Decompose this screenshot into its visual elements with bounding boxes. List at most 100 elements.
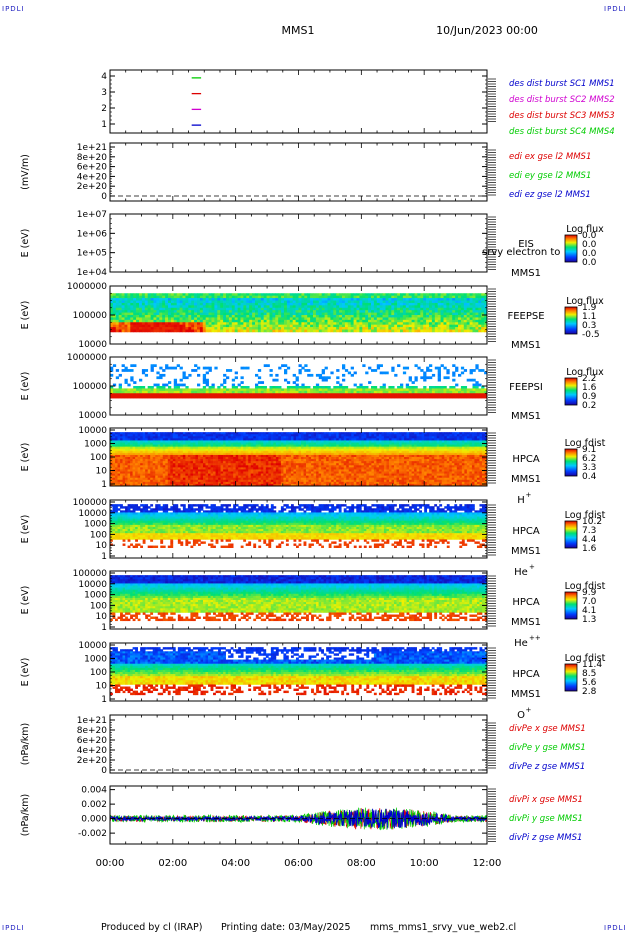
hpca_h-cell: [162, 452, 166, 456]
feepse-cell: [144, 327, 149, 330]
hpca_h-cell: [228, 461, 231, 464]
feepse-cell: [243, 298, 247, 301]
feepse-cell: [237, 322, 241, 326]
feepse-cell: [284, 295, 288, 299]
hpca_h-cell: [240, 479, 244, 483]
hpca_h-cell: [150, 477, 154, 481]
feepse-cell: [484, 302, 488, 306]
feepse-cell: [194, 327, 198, 330]
feepsi-cell: [365, 393, 369, 397]
feepsi-cell: [385, 395, 389, 399]
feepse-cell: [269, 312, 273, 316]
hpca_h-cell: [152, 477, 156, 481]
feepse-cell: [466, 300, 470, 304]
hpca_h-cell: [228, 454, 231, 458]
hpca_h-cell: [190, 432, 194, 435]
hpca_h-cell: [165, 467, 169, 470]
feepse-y-axis-label: E (eV): [20, 301, 31, 330]
feepse-cell: [255, 298, 259, 301]
feepse-cell: [153, 295, 157, 299]
feepsi-cell: [327, 395, 331, 399]
feepse-cell: [266, 302, 270, 306]
feepsi-cell: [252, 390, 256, 394]
feepse-cell: [228, 293, 233, 297]
feepse-cell: [176, 307, 180, 311]
feepsi-cell: [130, 378, 134, 382]
feepsi-cell: [208, 395, 212, 399]
hpca_h-cell: [195, 465, 199, 468]
feepse-cell: [368, 298, 372, 301]
feepsi-cell: [400, 395, 404, 399]
hpca_h-cell: [228, 471, 231, 474]
hpca_h-cell: [238, 432, 242, 435]
feepse-cell: [173, 293, 178, 297]
hpca_h-cell: [117, 434, 121, 437]
feepse-cell: [379, 305, 383, 309]
feepse-cell: [350, 305, 354, 309]
feepse-cell: [327, 324, 331, 328]
feepse-cell: [408, 315, 412, 318]
feepsi-cell: [115, 390, 120, 394]
feepsi-cell: [182, 393, 186, 397]
hpca_h-cell: [167, 442, 171, 445]
feepse-cell: [110, 317, 114, 321]
hpca_h-cell: [110, 465, 113, 468]
feepsi-cell: [347, 395, 352, 399]
feepse-cell: [170, 327, 175, 330]
feepse-cell: [405, 322, 410, 326]
feepse-cell: [350, 302, 354, 306]
feepse-cell: [284, 319, 288, 323]
hpca_h-cell: [130, 461, 133, 464]
feepse-cell: [484, 315, 488, 318]
feepse-cell: [437, 324, 441, 328]
hpca_h-cell: [235, 452, 239, 456]
feepsi-cell: [463, 369, 468, 372]
feepse-cell: [156, 322, 160, 326]
hpca_h-cell: [240, 465, 244, 468]
feepse-cell: [202, 322, 207, 326]
feepse-cell: [310, 322, 314, 326]
hpca_h-cell: [208, 442, 211, 445]
hpca_h-cell: [187, 475, 191, 479]
feepse-cell: [397, 310, 401, 313]
hpca_h-cell: [137, 452, 141, 456]
hpca_h-cell: [155, 442, 159, 445]
hpca_h-cell: [140, 432, 144, 435]
feepse-cell: [205, 298, 209, 301]
feepse-cell: [243, 293, 247, 297]
hpca_h-cell: [162, 442, 166, 445]
feepse-cell: [127, 322, 131, 326]
feepse-cell: [304, 298, 308, 301]
feepse-cell: [327, 312, 331, 316]
feepse-cell: [281, 315, 285, 318]
hpca_h-cell: [243, 444, 247, 447]
feepse-cell: [133, 300, 137, 304]
hpca_h-cell: [248, 481, 252, 485]
feepse-cell: [397, 305, 401, 309]
hpca_h-cell: [155, 438, 159, 441]
feepse-cell: [278, 317, 282, 321]
feepsi-cell: [173, 381, 178, 384]
hpca_h-cell: [152, 452, 156, 456]
hpca_h-cell: [127, 471, 131, 474]
feepse-cell: [336, 322, 340, 326]
feepse-cell: [220, 310, 224, 313]
feepse-cell: [460, 322, 465, 326]
hpca_h-cell: [190, 438, 194, 441]
hpca_h-cell: [110, 457, 113, 460]
hpca_h-cell: [185, 483, 189, 487]
feepse-cell: [307, 305, 311, 309]
feepse-cell: [263, 327, 267, 330]
hpca_h-cell: [202, 479, 206, 483]
feepse-cell: [226, 307, 230, 311]
feepse-cell: [194, 298, 198, 301]
hpca_h-cell: [245, 459, 249, 462]
feepsi-cell: [188, 393, 192, 397]
hpca_h-cell: [187, 457, 191, 460]
feepse-cell: [208, 324, 212, 328]
feepse-cell: [176, 302, 180, 306]
feepse-cell: [165, 302, 169, 306]
feepse-cell: [414, 322, 418, 326]
feepsi-cell: [162, 369, 166, 372]
feepse-cell: [431, 319, 436, 323]
